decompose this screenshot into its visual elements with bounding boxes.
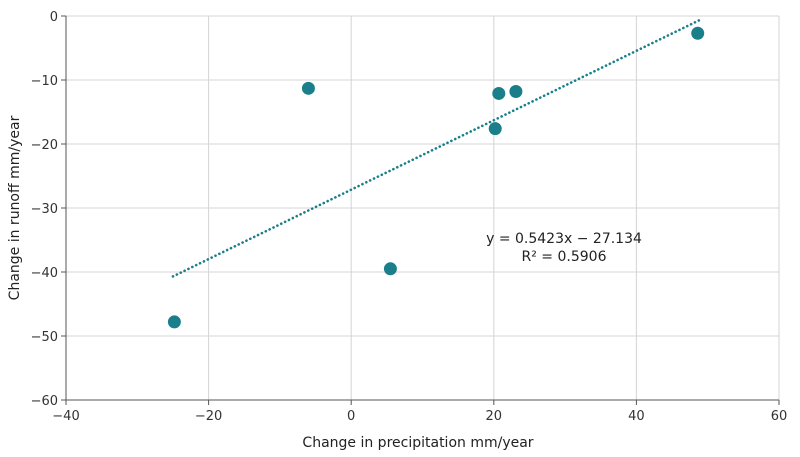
y-tick-label: −40 (31, 266, 58, 281)
data-point (509, 85, 523, 99)
x-axis-title: Change in precipitation mm/year (302, 435, 533, 451)
axes (61, 15, 780, 405)
data-point (488, 122, 502, 136)
y-tick-label: −50 (31, 330, 58, 345)
x-tick-label: −40 (52, 409, 79, 424)
data-point (492, 86, 506, 100)
data-point (383, 262, 397, 276)
trendline-equation: y = 0.5423x − 27.134 (486, 231, 642, 247)
data-point (167, 315, 181, 329)
y-tick-label: −60 (31, 394, 58, 409)
trendline-r-squared: R² = 0.5906 (522, 249, 607, 265)
y-tick-labels: 0 −10 −20 −30 −40 −50 −60 (31, 10, 58, 409)
y-tick-label: −20 (31, 138, 58, 153)
grid-lines (66, 15, 780, 400)
y-axis-title: Change in runoff mm/year (7, 115, 23, 300)
x-tick-label: 60 (771, 409, 788, 424)
x-tick-label: 20 (486, 409, 503, 424)
data-point (691, 26, 705, 40)
x-tick-label: 0 (347, 409, 355, 424)
x-tick-label: 40 (628, 409, 645, 424)
y-tick-label: −30 (31, 202, 58, 217)
trendline (171, 18, 702, 278)
x-tick-label: −20 (195, 409, 222, 424)
y-tick-label: 0 (50, 10, 58, 25)
data-point (301, 81, 315, 95)
x-tick-labels: −40 −20 0 20 40 60 (52, 409, 787, 424)
trendline-group (171, 18, 702, 278)
data-points (167, 26, 705, 329)
y-tick-label: −10 (31, 74, 58, 89)
